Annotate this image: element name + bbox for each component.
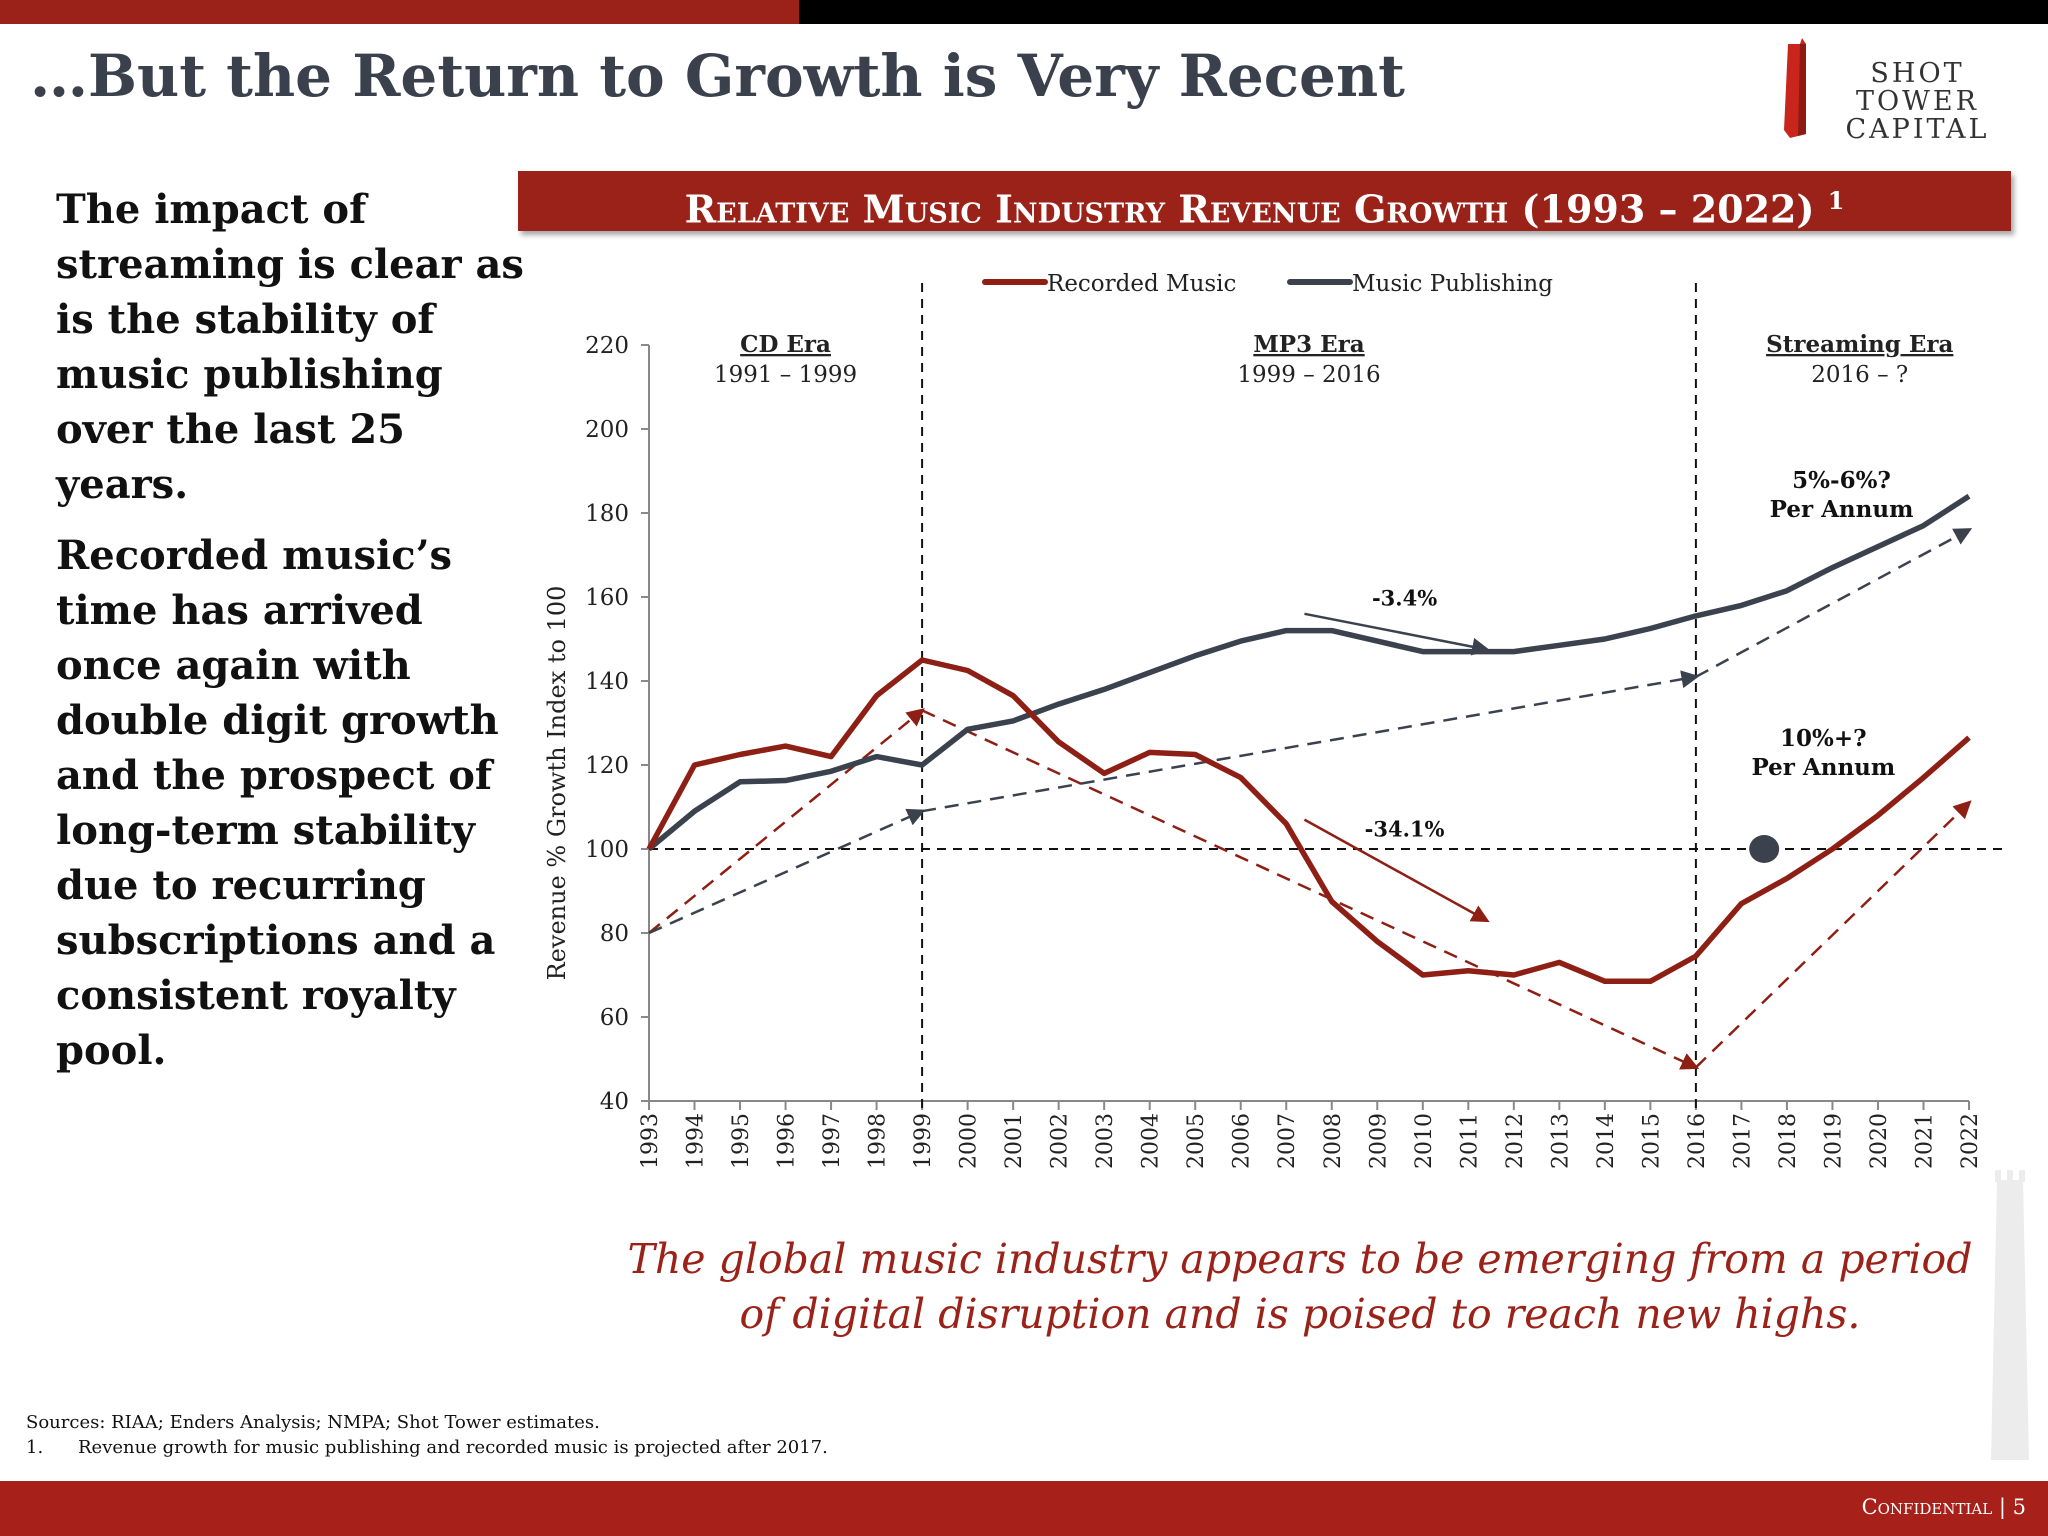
shot-tower-logo bbox=[1784, 38, 1806, 138]
x-tick-label: 1993 bbox=[638, 1113, 663, 1169]
trend-line-segment bbox=[648, 708, 925, 934]
x-tick-label: 2017 bbox=[1730, 1113, 1755, 1169]
x-tick-label: 2018 bbox=[1776, 1113, 1801, 1169]
x-tick-label: 1994 bbox=[684, 1113, 709, 1169]
top-stripe-red bbox=[0, 0, 799, 24]
chart-title-footnote: 1 bbox=[1827, 186, 1845, 215]
x-tick-label: 2003 bbox=[1093, 1113, 1118, 1169]
y-tick-label: 140 bbox=[585, 669, 629, 695]
x-tick-label: 2008 bbox=[1321, 1113, 1346, 1169]
footnote-number: 1. bbox=[26, 1437, 44, 1458]
x-tick-label: 2016 bbox=[1685, 1113, 1710, 1169]
y-tick-label: 60 bbox=[600, 1005, 629, 1031]
commentary: The impact of streaming is clear as is t… bbox=[56, 182, 526, 1094]
era-name: MP3 Era bbox=[1253, 331, 1364, 358]
era-range: 1999 – 2016 bbox=[1237, 362, 1380, 388]
annotation-label: 10%+? bbox=[1780, 725, 1867, 752]
series-line-recorded-music bbox=[646, 657, 1971, 985]
era-range: 1991 – 1999 bbox=[714, 362, 857, 388]
trend-line-segment bbox=[921, 670, 1700, 813]
chart-title: Relative Music Industry Revenue Growth (… bbox=[684, 186, 1815, 232]
x-tick-label: 1998 bbox=[866, 1113, 891, 1169]
x-tick-label: 2000 bbox=[957, 1113, 982, 1169]
x-tick-label: 2019 bbox=[1821, 1113, 1846, 1169]
tagline-line-1: The global music industry appears to be … bbox=[627, 1235, 1973, 1283]
sources-line: Sources: RIAA; Enders Analysis; NMPA; Sh… bbox=[26, 1412, 600, 1433]
trend-line-segment bbox=[648, 808, 926, 935]
tower-watermark bbox=[1991, 1170, 2029, 1460]
annotation-arrow bbox=[1304, 612, 1491, 656]
marker-dot bbox=[1749, 835, 1780, 863]
x-tick-label: 2015 bbox=[1639, 1113, 1664, 1169]
x-tick-label: 2001 bbox=[1002, 1113, 1027, 1169]
logo-line-1: SHOT TOWER bbox=[1856, 58, 1979, 117]
y-tick-label: 120 bbox=[585, 753, 629, 779]
y-tick-label: 180 bbox=[585, 501, 629, 527]
series-line-music-publishing bbox=[647, 493, 1971, 852]
x-tick-label: 2005 bbox=[1184, 1113, 1209, 1169]
y-tick-label: 80 bbox=[600, 921, 629, 947]
line-chart: 40 60 80 100 120 140 160 180 200 220 1993 1994 1995 1… bbox=[543, 271, 2008, 1169]
y-tick-label: 40 bbox=[600, 1089, 629, 1115]
era-name: CD Era bbox=[740, 331, 831, 358]
x-tick-label: 2020 bbox=[1867, 1113, 1892, 1169]
commentary-paragraph: The impact of streaming is clear as is t… bbox=[56, 186, 524, 508]
annotation-label: Per Annum bbox=[1751, 754, 1895, 781]
footnote: 1. Revenue growth for music publishing an… bbox=[26, 1435, 828, 1460]
y-tick-label: 160 bbox=[585, 585, 629, 611]
x-tick-label: 2014 bbox=[1594, 1113, 1619, 1169]
top-stripe-black bbox=[799, 0, 2048, 24]
annotation-label: 5%-6%? bbox=[1792, 467, 1891, 494]
legend-label: Recorded Music bbox=[1047, 271, 1236, 297]
chart-title-bar: Relative Music Industry Revenue Growth (… bbox=[518, 171, 2011, 232]
x-tick-label: 2009 bbox=[1366, 1113, 1391, 1169]
era-range: 2016 – ? bbox=[1811, 362, 1908, 388]
x-tick-label: 2011 bbox=[1457, 1113, 1482, 1169]
page-title: …But the Return to Growth is Very Recent bbox=[30, 42, 1405, 110]
tagline-line-2: of digital disruption and is poised to r… bbox=[739, 1290, 1861, 1338]
y-tick-label: 220 bbox=[585, 333, 629, 359]
annotation-label: -3.4% bbox=[1372, 585, 1437, 610]
footer-confidential: Confidential | 5 bbox=[1861, 1495, 2026, 1519]
era-name: Streaming Era bbox=[1766, 331, 1953, 358]
x-tick-label: 2004 bbox=[1139, 1113, 1164, 1169]
x-tick-label: 1999 bbox=[911, 1113, 936, 1169]
footer-bar: Confidential | 5 bbox=[0, 1481, 2048, 1536]
annotation-label: Per Annum bbox=[1770, 496, 1914, 523]
x-tick-label: 1995 bbox=[729, 1113, 754, 1169]
trend-line-segment bbox=[1695, 528, 1973, 678]
x-tick-label: 1996 bbox=[775, 1113, 800, 1169]
tagline: The global music industry appears to be … bbox=[600, 1232, 2000, 1342]
commentary-paragraph: Recorded music’s time has arrived once a… bbox=[56, 532, 499, 1074]
sources: Sources: RIAA; Enders Analysis; NMPA; Sh… bbox=[26, 1410, 828, 1460]
trend-line-segment bbox=[921, 709, 1700, 1070]
x-tick-label: 1997 bbox=[820, 1113, 845, 1169]
x-tick-label: 2006 bbox=[1230, 1113, 1255, 1169]
annotation-label: -34.1% bbox=[1365, 816, 1445, 841]
x-tick-label: 2013 bbox=[1548, 1113, 1573, 1169]
y-axis-label: Revenue % Growth Index to 100 bbox=[543, 586, 571, 981]
legend-label: Music Publishing bbox=[1352, 271, 1553, 297]
x-tick-label: 2007 bbox=[1275, 1113, 1300, 1169]
logo-line-2: CAPITAL bbox=[1845, 114, 1990, 145]
x-tick-label: 2012 bbox=[1503, 1113, 1528, 1169]
x-tick-label: 2021 bbox=[1912, 1113, 1937, 1169]
y-tick-label: 200 bbox=[585, 417, 629, 443]
annotation-arrow bbox=[1303, 818, 1490, 923]
x-tick-label: 2002 bbox=[1048, 1113, 1073, 1169]
logo-text: SHOT TOWER CAPITAL bbox=[1810, 60, 2025, 144]
footnote-text: Revenue growth for music publishing and … bbox=[78, 1437, 828, 1458]
x-tick-label: 2010 bbox=[1412, 1113, 1437, 1169]
trend-line-segment bbox=[1695, 800, 1972, 1069]
y-tick-label: 100 bbox=[585, 837, 629, 863]
x-tick-label: 2022 bbox=[1958, 1113, 1983, 1169]
